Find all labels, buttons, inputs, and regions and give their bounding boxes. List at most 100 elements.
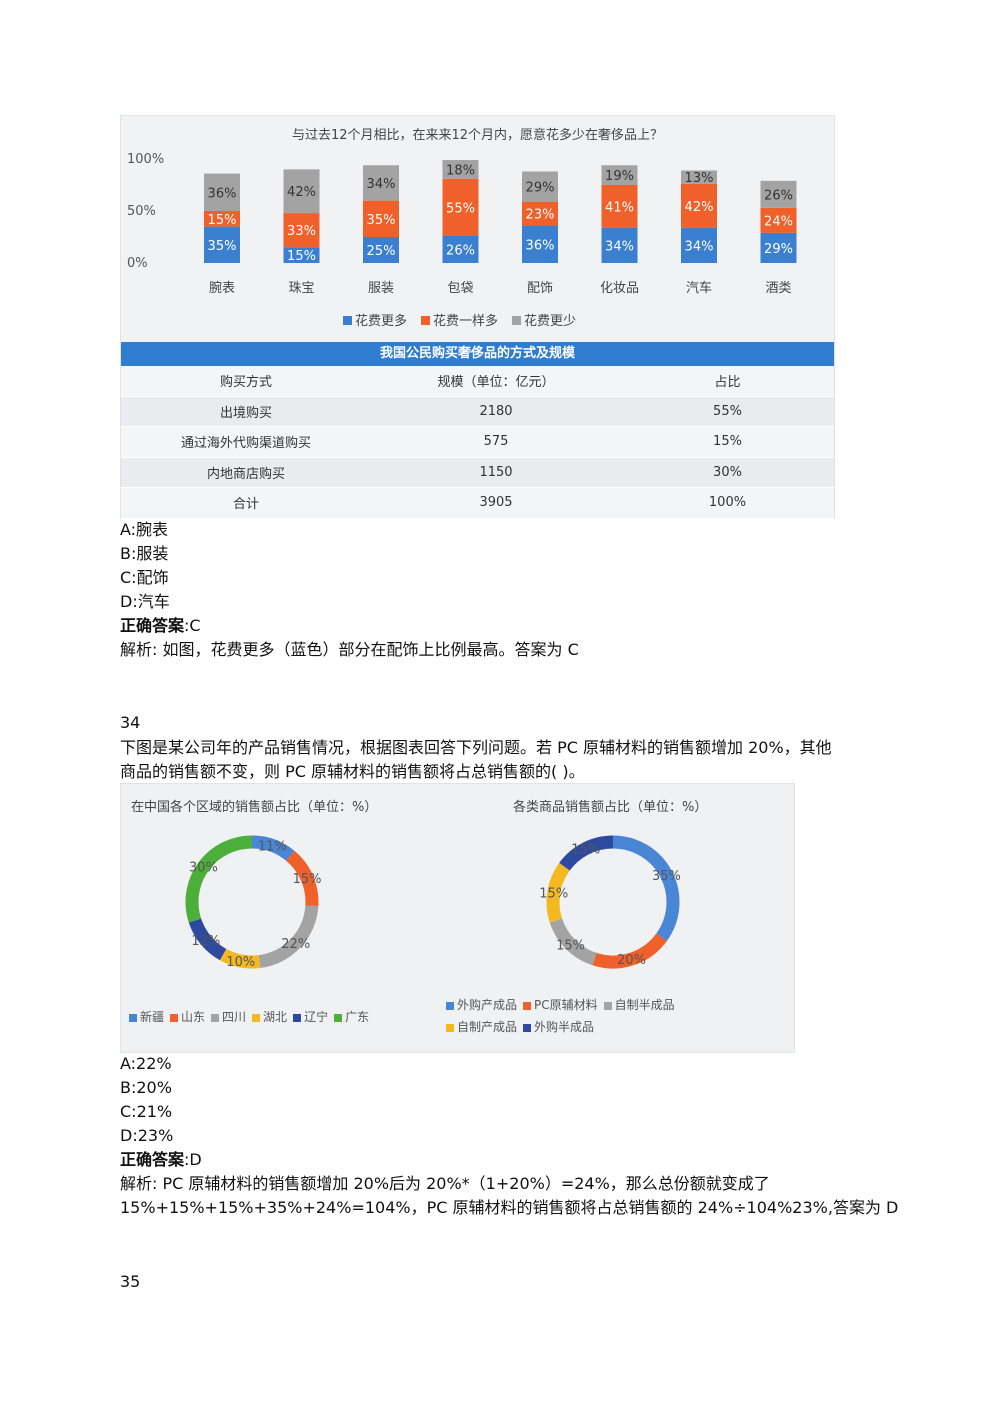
bar-value-label: 36% — [526, 238, 555, 253]
legend-item: 自制半成品 — [603, 998, 675, 1012]
stacked-bar-chart: 100% 50% 0% 35% 15% 36% 腕表 15% 33% 42% 珠宝 25% 35% 34%… — [127, 152, 797, 329]
bar-value-label: 29% — [526, 181, 555, 196]
legend-label: 辽宁 — [304, 1010, 329, 1024]
bar-value-label: 33% — [287, 224, 316, 239]
bar-segment — [363, 165, 399, 201]
category-label: 汽车 — [686, 280, 712, 296]
legend-label: 湖北 — [263, 1010, 288, 1024]
table-cell: 1150 — [479, 464, 513, 480]
answer-value: :C — [184, 616, 201, 635]
bar-chart-title: 与过去12个月相比，在来来12个月内，愿意花多少在奢侈品上？ — [291, 128, 664, 143]
donut2-legend-row2: 自制产成品 外购半成品 — [446, 1018, 600, 1035]
bar-segment — [442, 235, 479, 263]
bar-segment — [760, 207, 797, 233]
bar-value-label: 23% — [526, 208, 555, 223]
bar-value-label: 35% — [367, 213, 396, 228]
slice-value-label: 15% — [571, 843, 600, 858]
answer-value: :D — [184, 1150, 202, 1169]
table-cell: 30% — [713, 464, 742, 480]
q33-explanation: 解析: 如图，花费更多（蓝色）部分在配饰上比例最高。答案为 C — [120, 640, 579, 659]
bar-value-label: 19% — [605, 169, 634, 184]
table-row: 合计 3905 100% — [121, 488, 834, 519]
bar-value-label: 34% — [367, 177, 396, 192]
bar-value-label: 25% — [367, 244, 396, 259]
slice-value-label: 15% — [293, 872, 322, 887]
donut-slice — [258, 905, 319, 968]
q34-question-line1: 下图是某公司年的产品销售情况，根据图表回答下列问题。若 PC 原辅材料的销售额增… — [120, 738, 832, 757]
legend-label: 外购产成品 — [457, 998, 518, 1012]
bar-value-label: 55% — [446, 201, 475, 216]
donut1-title: 在中国各个区域的销售额占比（单位：%） — [131, 800, 378, 815]
legend-item: 新疆 — [129, 1010, 164, 1024]
table-cell: 购买方式 — [219, 375, 272, 391]
bar-segment — [283, 247, 320, 263]
bar-segment — [442, 178, 479, 236]
table-cell: 100% — [708, 495, 747, 511]
slice-value-label: 10% — [226, 955, 255, 970]
q33-option-c: C:配饰 — [120, 568, 169, 587]
category-label: 腕表 — [209, 280, 235, 296]
legend-label: 花费更少 — [524, 313, 576, 329]
q34-option-c: C:21% — [120, 1102, 173, 1121]
bar-value-label: 36% — [208, 186, 237, 201]
legend-item: 外购产成品 — [446, 998, 517, 1012]
table-cell: 合计 — [232, 497, 259, 513]
slice-value-label: 22% — [281, 937, 310, 952]
bar-segment — [204, 226, 240, 263]
category-label: 酒类 — [765, 281, 791, 296]
legend-label: 自制半成品 — [614, 998, 675, 1012]
donut1-legend: 新疆 山东 四川 湖北 辽宁 广东 — [129, 1008, 375, 1025]
donut-slice — [219, 948, 261, 969]
legend-label: 四川 — [222, 1010, 247, 1024]
y-tick-label: 0% — [127, 256, 148, 271]
table-cell: 通过海外代购渠道购买 — [180, 436, 311, 452]
bar-value-label: 18% — [446, 163, 475, 178]
table-cell: 规模（单位：亿元） — [437, 375, 555, 391]
answer-label: 正确答案 — [120, 1150, 185, 1169]
bar-segment — [522, 225, 558, 263]
bar-segment — [760, 232, 797, 263]
table-row: 出境购买 2180 55% — [121, 396, 834, 427]
legend-swatch — [446, 1001, 454, 1010]
bar-segment — [681, 227, 717, 263]
bar-segment — [760, 180, 797, 208]
donut-slice — [285, 850, 319, 907]
table-header-row: 购买方式 规模（单位：亿元） 占比 — [121, 366, 834, 397]
legend-swatch — [446, 1023, 454, 1032]
bar-segment — [601, 227, 638, 263]
slice-value-label: 12% — [191, 934, 220, 949]
legend-label: 自制产成品 — [457, 1020, 518, 1034]
y-tick-label: 50% — [127, 204, 156, 219]
table-row: 内地商店购买 1150 30% — [121, 457, 834, 488]
bar-segment — [522, 171, 558, 202]
legend-swatch — [523, 1023, 532, 1032]
q33-option-b: B:服装 — [120, 544, 169, 563]
q34-question-line2: 商品的销售额不变，则 PC 原辅材料的销售额将占总销售额的( )。 — [120, 762, 585, 781]
legend-label: 外购半成品 — [534, 1020, 595, 1034]
bar-value-label: 42% — [287, 185, 316, 200]
legend-item: 山东 — [170, 1010, 205, 1024]
q34-option-a: A:22% — [120, 1054, 172, 1073]
bar-value-label: 15% — [208, 213, 237, 228]
bar-value-label: 35% — [208, 239, 237, 254]
bar-value-label: 42% — [685, 200, 714, 215]
q34-answer: 正确答案:D — [120, 1150, 202, 1170]
q34-option-d: D:23% — [120, 1126, 174, 1145]
legend-swatch — [343, 316, 352, 325]
legend-swatch — [252, 1013, 261, 1022]
category-label: 包袋 — [447, 281, 473, 296]
q34-number: 34 — [120, 713, 141, 732]
legend-swatch — [129, 1013, 137, 1022]
table-cell: 出境购买 — [219, 405, 272, 421]
luxury-spending-figure: 与过去12个月相比，在来来12个月内，愿意花多少在奢侈品上？ 100% 50% 0%… — [120, 115, 835, 519]
bar-value-label: 13% — [685, 171, 714, 186]
slice-value-label: 15% — [556, 938, 585, 953]
bar-segment — [204, 173, 240, 211]
table-title: 我国公民购买奢侈品的方式及规模 — [121, 342, 834, 366]
bar-value-label: 34% — [685, 239, 714, 254]
bar-segment — [363, 200, 399, 237]
donut-slice — [549, 918, 597, 966]
bar-segment — [522, 201, 558, 226]
legend-label: 花费一样多 — [433, 313, 498, 329]
legend-swatch — [512, 316, 521, 325]
